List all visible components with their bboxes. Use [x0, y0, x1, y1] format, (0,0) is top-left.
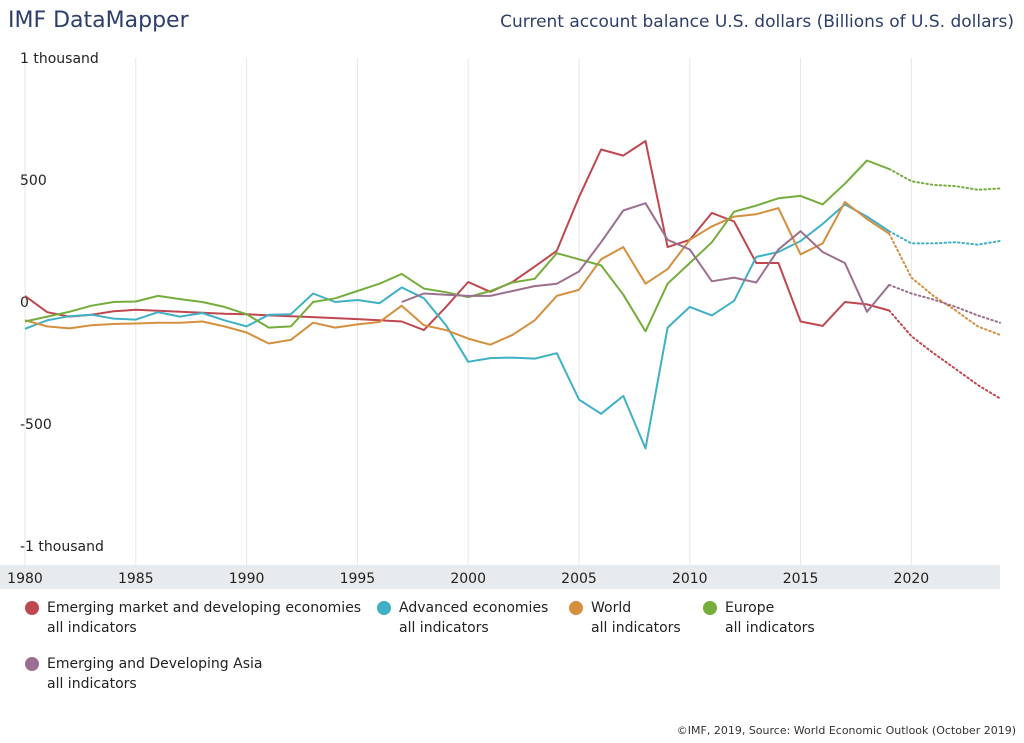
x-tick-label: 1985 [118, 571, 154, 587]
y-tick-label: -1 thousand [20, 539, 104, 555]
series-line [24, 201, 890, 346]
chart-title: Current account balance U.S. dollars (Bi… [500, 12, 1014, 32]
legend-label: Europe [725, 600, 775, 616]
series-line [24, 140, 890, 332]
x-tick-label: 2000 [450, 571, 486, 587]
y-tick-label: 1 thousand [20, 51, 99, 67]
legend-label: Emerging and Developing Asia [47, 656, 263, 672]
series-4 [401, 202, 1001, 324]
y-tick-label: 0 [20, 295, 29, 311]
brand-title: IMF DataMapper [8, 8, 189, 33]
x-tick-label: 1990 [229, 571, 265, 587]
legend-sublabel: all indicators [725, 620, 815, 636]
series-line [24, 159, 890, 333]
series-1 [24, 203, 1001, 450]
x-tick-label: 2015 [783, 571, 819, 587]
legend-label: World [591, 600, 632, 616]
x-axis-band [0, 565, 1000, 589]
series-line [401, 202, 890, 313]
series-projection-line [888, 168, 1001, 191]
legend-swatch [25, 601, 39, 615]
series-2 [24, 201, 1001, 346]
x-tick-label: 1980 [7, 571, 43, 587]
y-tick-label: -500 [20, 417, 52, 433]
series-0 [24, 140, 1001, 400]
legend-swatch [25, 657, 39, 671]
y-tick-label: 500 [20, 173, 47, 189]
x-tick-label: 2005 [561, 571, 597, 587]
legend-sublabel: all indicators [399, 620, 489, 636]
legend-label: Advanced economies [399, 600, 549, 616]
series-3 [24, 159, 1001, 333]
y-axis-labels: 1 thousand 500 0 -500 -1 thousand [20, 51, 104, 555]
series-line [24, 203, 890, 450]
series-projection-line [888, 283, 1001, 324]
legend-swatch [569, 601, 583, 615]
x-tick-label: 1995 [340, 571, 376, 587]
legend-swatch [703, 601, 717, 615]
series-lines [24, 140, 1001, 450]
x-tick-label: 2010 [672, 571, 708, 587]
source-credit: ©IMF, 2019, Source: World Economic Outlo… [676, 724, 1016, 737]
x-axis-labels: 1980 1985 1990 1995 2000 2005 2010 2015 2020 [7, 571, 929, 587]
legend-sublabel: all indicators [47, 676, 137, 692]
legend-sublabel: all indicators [591, 620, 681, 636]
x-tick-label: 2020 [894, 571, 930, 587]
series-projection-line [888, 309, 1001, 400]
series-projection-line [888, 232, 1001, 336]
legend-swatch [377, 601, 391, 615]
grid [24, 58, 912, 565]
legend-label: Emerging market and developing economies [47, 600, 362, 616]
legend-sublabel: all indicators [47, 620, 137, 636]
series-projection-line [888, 230, 1001, 246]
